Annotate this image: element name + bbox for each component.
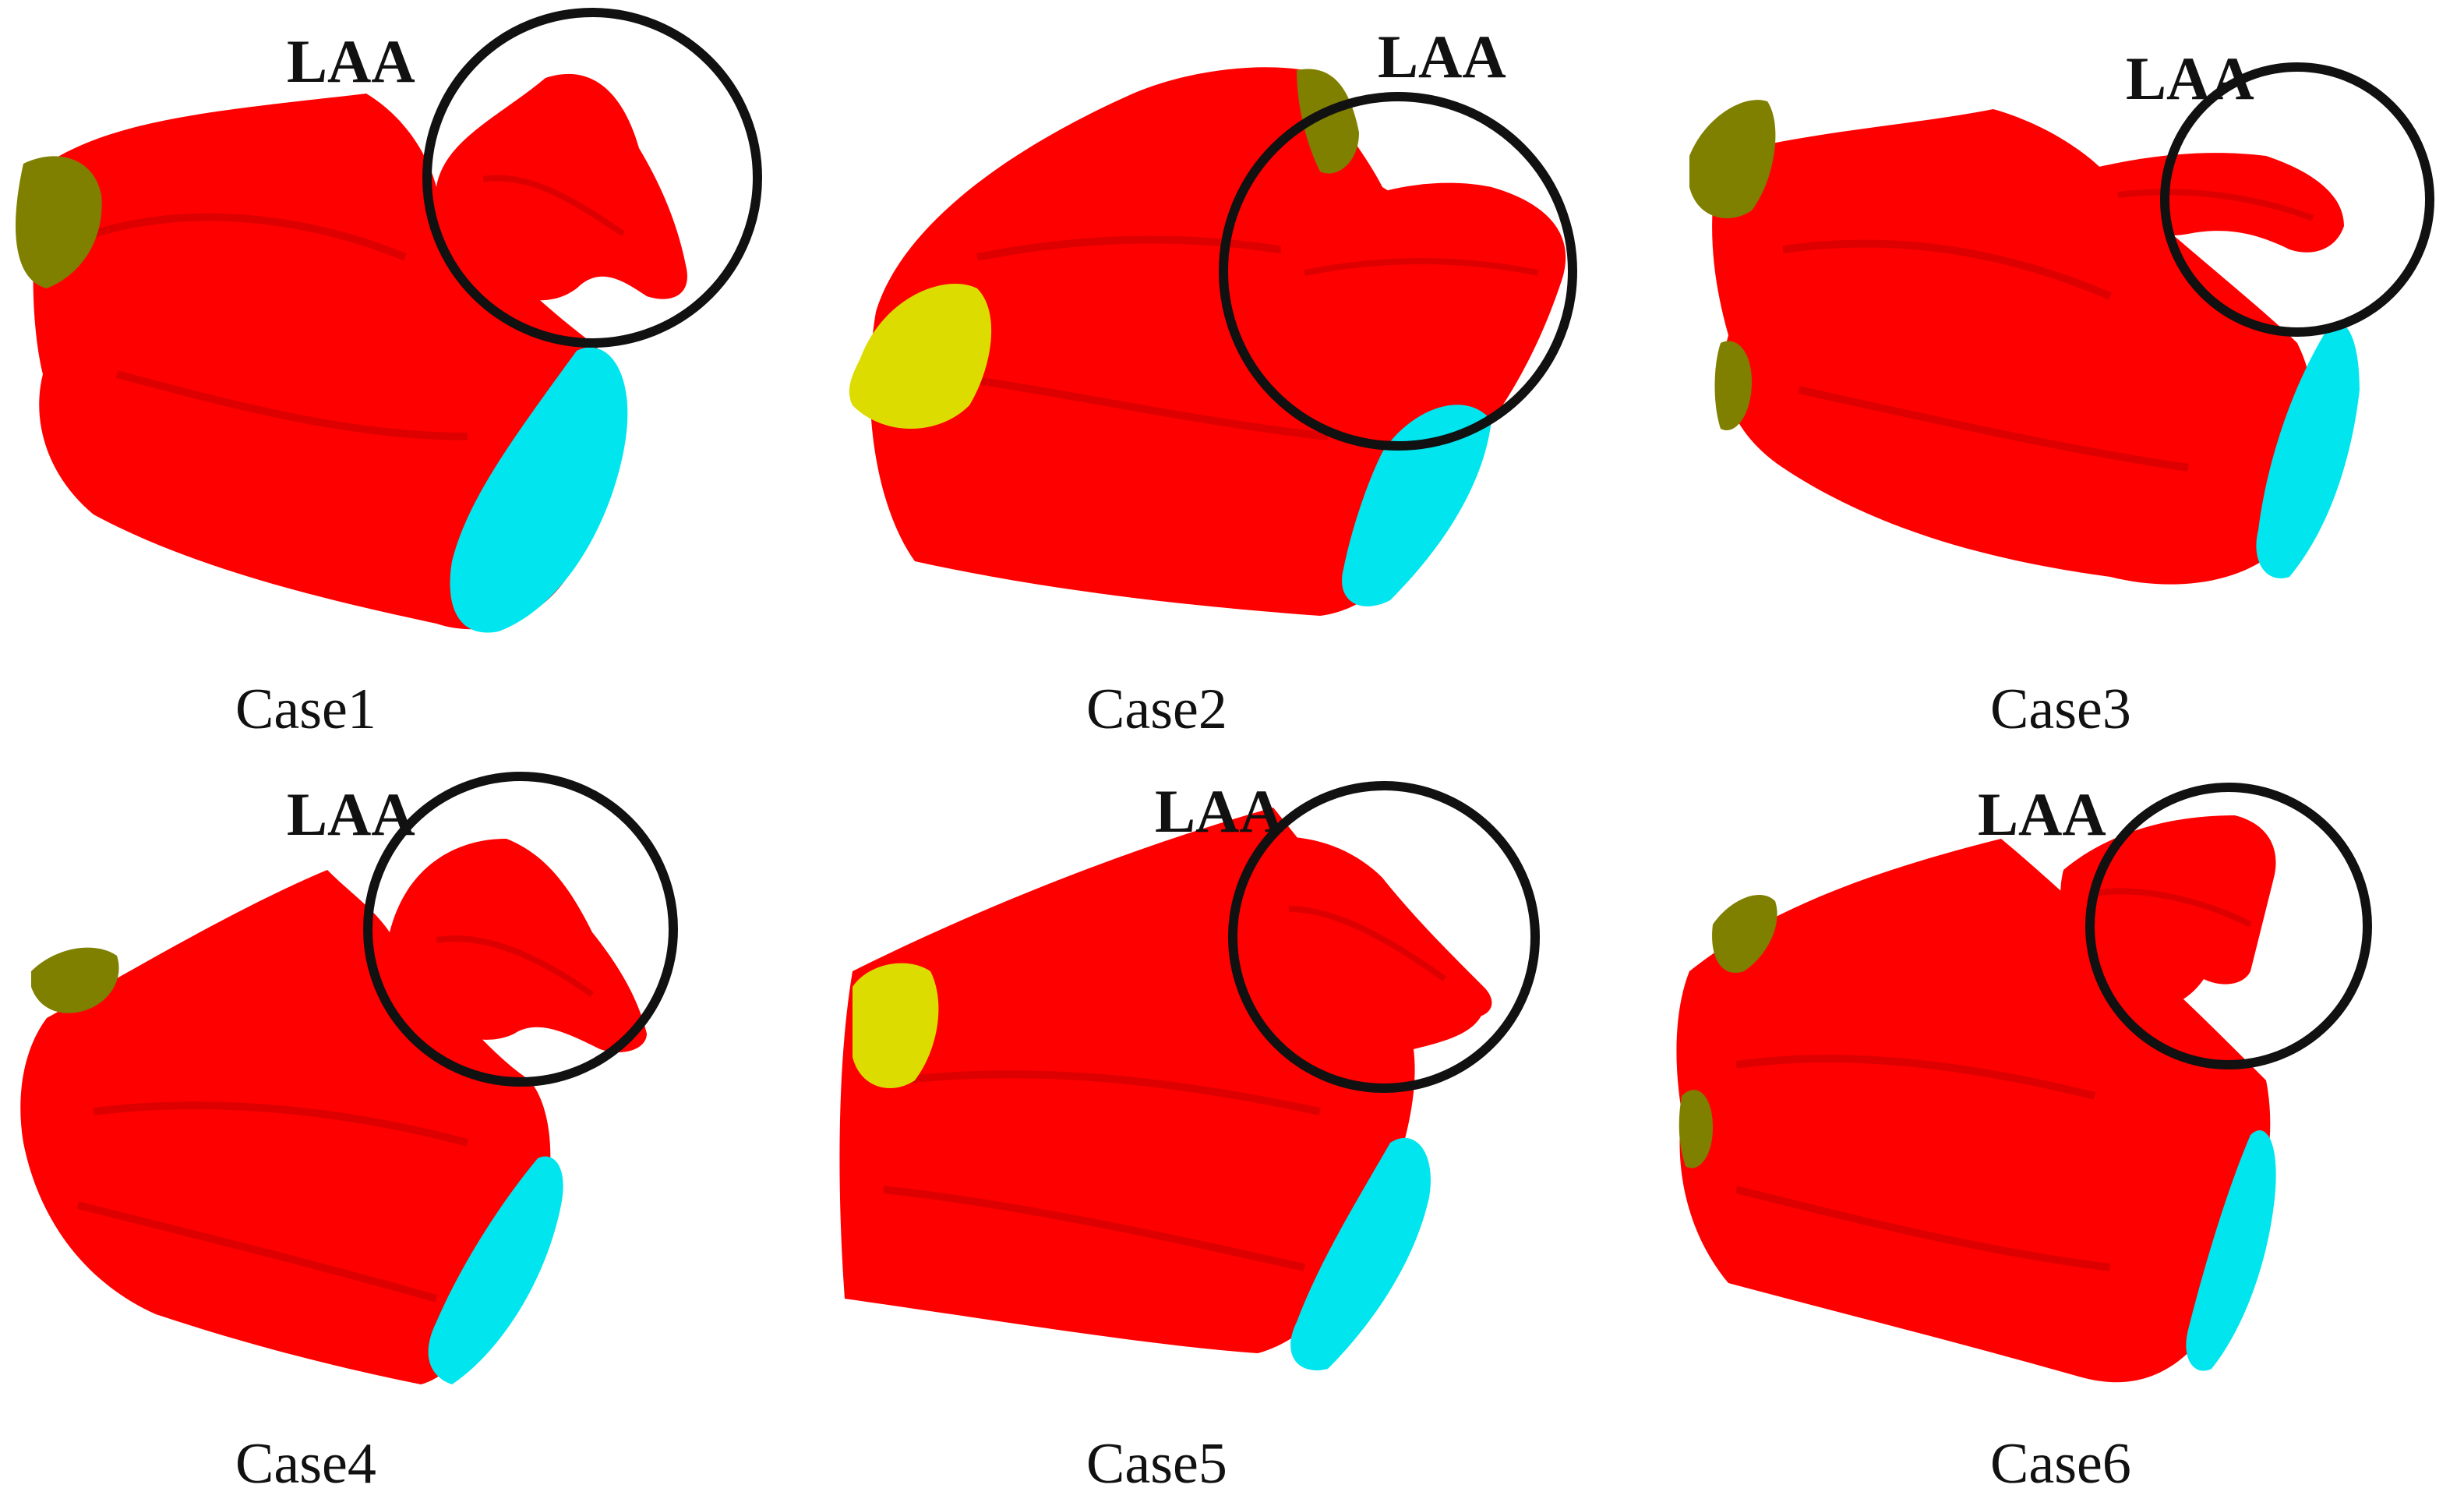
case4-laa-annotation: LAA [287,780,415,848]
case3-vein-olive-top [1689,100,1776,218]
case4-mitral-valve [428,1156,563,1384]
case3-label: Case3 [1990,677,2131,741]
case2-atrium-model [849,67,1577,616]
case1-laa-annotation: LAA [287,27,415,95]
case6-mitral-valve [2186,1130,2276,1371]
case3-atrium-shading [1782,239,2189,472]
case1-laa-circle-marker [422,8,762,348]
case4-atrium-model [20,772,678,1384]
case6-laa-circle-marker [2085,783,2372,1069]
case2-laa-shading [1304,258,1539,276]
case5-label: Case5 [1086,1432,1227,1496]
case6-laa-annotation: LAA [1978,780,2106,848]
case2-laa-circle-marker [1219,92,1577,451]
case2-vein-olive [1297,69,1359,174]
case1-panel: LAA Case1 [0,0,821,753]
case6-atrium-shading [1735,1055,2111,1271]
case3-laa-annotation: LAA [2126,44,2254,112]
case5-atrium-model [839,781,1540,1370]
case5-laa-annotation: LAA [1155,777,1283,845]
case6-vein-olive-top [1712,894,1777,973]
case3-mitral-valve [2256,322,2360,578]
case1-vein-olive [16,156,102,288]
case3-laa-circle-marker [2160,62,2434,337]
case3-vein-olive-side [1714,341,1752,430]
case3-panel: LAA Case3 [1643,0,2464,753]
case2-vein-yellow [849,284,992,429]
case3-laa-lobe [2079,153,2344,253]
case4-laa-circle-marker [363,772,678,1087]
case3-laa-shading [2117,189,2314,221]
case5-atrium-shading [883,1070,1322,1271]
case1-laa-shading [482,175,626,237]
case1-laa-lobe [434,73,687,301]
case4-atrium-shading [76,1101,469,1303]
case1-atrium-shading [92,213,468,440]
case6-laa-shading [2094,888,2252,928]
case5-vein-yellow [853,963,939,1088]
case6-label: Case6 [1990,1432,2131,1496]
case5-laa-shading [1288,906,1447,982]
case2-laa-lobe [1281,182,1566,322]
case4-laa-lobe [388,839,647,1052]
case5-mitral-valve [1290,1137,1431,1370]
case5-panel: LAA Case5 [821,753,1643,1506]
case2-mitral-valve [1342,405,1491,606]
case6-atrium-model [1676,783,2372,1383]
case3-atrium-model [1689,62,2434,585]
case6-vein-olive-side [1679,1090,1713,1168]
case2-panel: LAA Case2 [821,0,1643,753]
case6-panel: LAA Case6 [1643,753,2464,1506]
case1-mitral-valve [450,347,628,633]
case4-label: Case4 [235,1432,376,1496]
case4-vein-olive [31,947,119,1013]
case2-label: Case2 [1086,677,1227,741]
case1-atrium-model [16,8,762,633]
case1-label: Case1 [235,677,376,741]
case4-panel: LAA Case4 [0,753,821,1506]
case5-laa-circle-marker [1228,781,1540,1093]
case2-atrium-shading [930,235,1329,440]
case4-laa-shading [436,935,595,998]
case2-laa-annotation: LAA [1378,23,1506,90]
case6-laa-lobe [2060,815,2276,1009]
